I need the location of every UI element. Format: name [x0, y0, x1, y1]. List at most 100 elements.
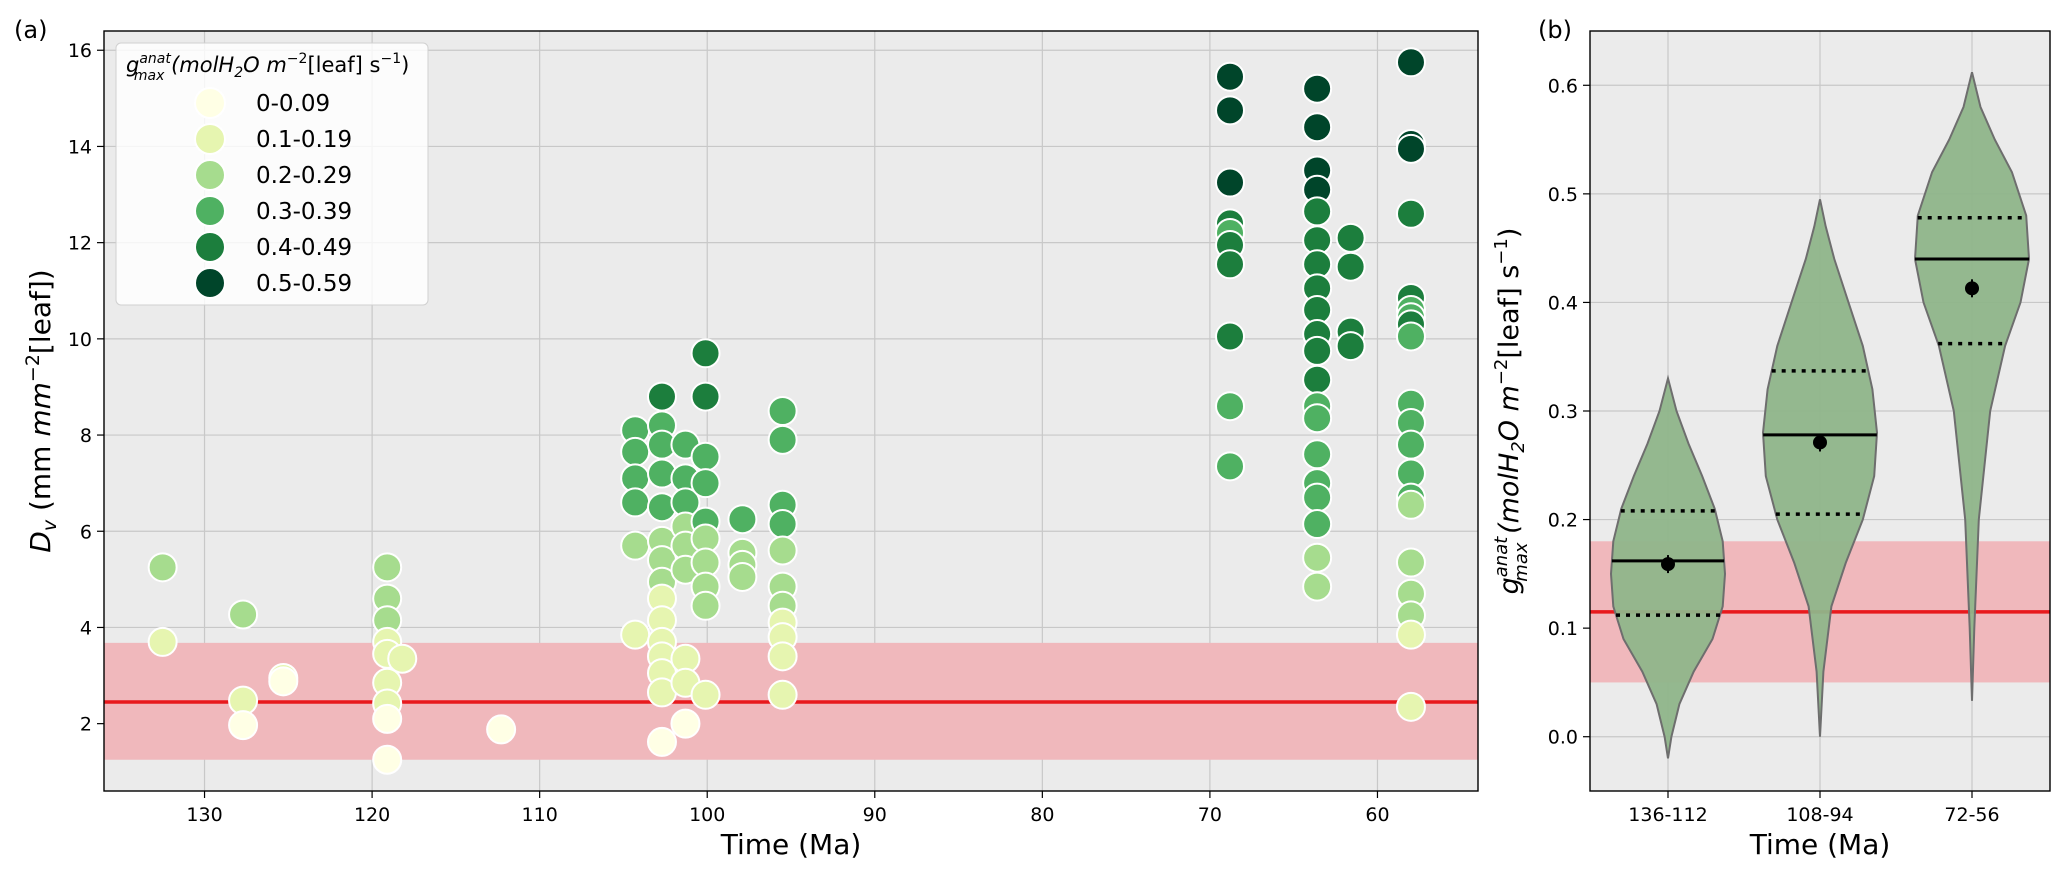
- x-axis-ticks: 130 120 110 100 90 80 70 60: [186, 791, 1390, 826]
- mean-marker: [1661, 557, 1675, 572]
- y-tick-label-b: 0.0: [1548, 727, 1578, 749]
- legend-label: 0.5-0.59: [256, 271, 352, 297]
- y-axis-label-b: ganatmax (molH2O m−2[leaf] s−1): [1491, 228, 1532, 595]
- scatter-point: [372, 703, 403, 734]
- scatter-point: [1302, 509, 1333, 540]
- scatter-point: [1335, 222, 1366, 253]
- scatter-point: [1395, 133, 1426, 164]
- x-tick-label: 70: [1198, 804, 1222, 826]
- x-tick-label: 130: [186, 804, 222, 826]
- legend-marker: [194, 123, 226, 155]
- scatter-point: [620, 530, 651, 561]
- legend-label: 0.4-0.49: [256, 235, 352, 261]
- legend-marker: [194, 159, 226, 191]
- scatter-point: [767, 641, 798, 672]
- scatter-point: [690, 590, 721, 621]
- scatter-point: [1302, 364, 1333, 395]
- scatter-points: [147, 47, 1426, 775]
- legend-label: 0-0.09: [256, 91, 330, 117]
- scatter-point: [620, 436, 651, 467]
- y-tick-label: 4: [80, 617, 92, 639]
- scatter-point: [372, 744, 403, 775]
- scatter-point: [1302, 73, 1333, 104]
- legend-label: 0.2-0.29: [256, 163, 352, 189]
- y-axis-ticks-b: 0.0 0.1 0.2 0.3 0.4 0.5 0.6: [1548, 75, 1590, 749]
- legend-marker: [194, 267, 226, 299]
- y-tick-label: 14: [68, 136, 92, 158]
- violins: [1609, 72, 2031, 759]
- violin-body: [1761, 199, 1879, 737]
- scatter-point: [670, 708, 701, 739]
- scatter-point: [620, 487, 651, 518]
- legend: ganat max (molH2O m−2[leaf] s−1) 0-0.09 0.…: [115, 42, 429, 306]
- y-tick-label-b: 0.5: [1548, 184, 1578, 206]
- scatter-point: [1215, 61, 1246, 92]
- panel-b-label: (b): [1538, 16, 1572, 44]
- scatter-point: [1395, 321, 1426, 352]
- mean-marker: [1813, 435, 1827, 450]
- scatter-point: [1215, 391, 1246, 422]
- scatter-point: [1302, 403, 1333, 434]
- scatter-point: [767, 424, 798, 455]
- scatter-point: [1395, 429, 1426, 460]
- scatter-point: [1302, 542, 1333, 573]
- scatter-point: [1302, 112, 1333, 143]
- legend-marker: [194, 87, 226, 119]
- panel-b-plot: 136-112 108-94 72-56 0.0 0.1 0.2 0.3 0.4 0.5 0.6…: [1491, 30, 2051, 861]
- scatter-point: [690, 679, 721, 710]
- y-tick-label: 12: [68, 233, 92, 255]
- x-axis-label-b: Time (Ma): [1749, 828, 1891, 861]
- x-tick-label: 80: [1030, 804, 1054, 826]
- scatter-point: [767, 509, 798, 540]
- y-axis-ticks: 2 4 6 8 10 12 14 16: [68, 40, 104, 736]
- legend-marker: [194, 195, 226, 227]
- y-tick-label-b: 0.3: [1548, 401, 1578, 423]
- scatter-point: [1302, 439, 1333, 470]
- legend-items: 0-0.09 0.1-0.19 0.2-0.29 0.3-0.39 0.4-0.49 0.…: [194, 87, 352, 299]
- scatter-point: [690, 338, 721, 369]
- scatter-point: [767, 535, 798, 566]
- scatter-point: [727, 561, 758, 592]
- scatter-point: [1302, 482, 1333, 513]
- scatter-point: [147, 626, 178, 657]
- x-tick-label: 110: [522, 804, 558, 826]
- scatter-point: [228, 599, 259, 630]
- panel-a-frame: [103, 30, 1479, 792]
- scatter-point: [1395, 198, 1426, 229]
- scatter-point: [1395, 547, 1426, 578]
- scatter-point: [1302, 196, 1333, 227]
- scatter-point: [1335, 251, 1366, 282]
- x-tick-label-b: 72-56: [1944, 804, 1999, 826]
- scatter-point: [767, 396, 798, 426]
- y-axis-label-a: Dv (mm mm−2[leaf]): [22, 269, 61, 552]
- scatter-point: [1215, 249, 1246, 280]
- legend-box: [115, 42, 429, 306]
- scatter-point: [1215, 451, 1246, 482]
- scatter-point: [690, 381, 721, 412]
- scatter-point: [486, 714, 517, 745]
- scatter-point: [1335, 331, 1366, 362]
- scatter-point: [1215, 95, 1246, 126]
- y-tick-label: 10: [68, 329, 92, 351]
- scatter-point: [620, 619, 651, 650]
- x-tick-label: 90: [863, 804, 887, 826]
- legend-title: ganat max (molH2O m−2[leaf] s−1): [126, 51, 409, 84]
- x-tick-label: 120: [354, 804, 390, 826]
- scatter-point: [1302, 571, 1333, 602]
- y-tick-label-b: 0.1: [1548, 618, 1578, 640]
- panel-a-plot: 130 120 110 100 90 80 70 60 2 4 6 8 10 12 14 16 Time (…: [22, 30, 1479, 861]
- y-tick-label-b: 0.2: [1548, 510, 1578, 532]
- y-tick-label: 6: [80, 521, 92, 543]
- scatter-point: [1395, 489, 1426, 520]
- y-tick-label: 2: [80, 714, 92, 736]
- scatter-point: [1395, 619, 1426, 650]
- scatter-point: [690, 468, 721, 499]
- scatter-point: [646, 726, 677, 757]
- scatter-point: [690, 441, 721, 472]
- x-tick-label-b: 108-94: [1786, 804, 1853, 826]
- y-tick-label: 16: [68, 40, 92, 62]
- x-tick-label: 100: [689, 804, 725, 826]
- mean-marker: [1965, 281, 1979, 296]
- legend-label: 0.3-0.39: [256, 199, 352, 225]
- scatter-point: [1215, 321, 1246, 352]
